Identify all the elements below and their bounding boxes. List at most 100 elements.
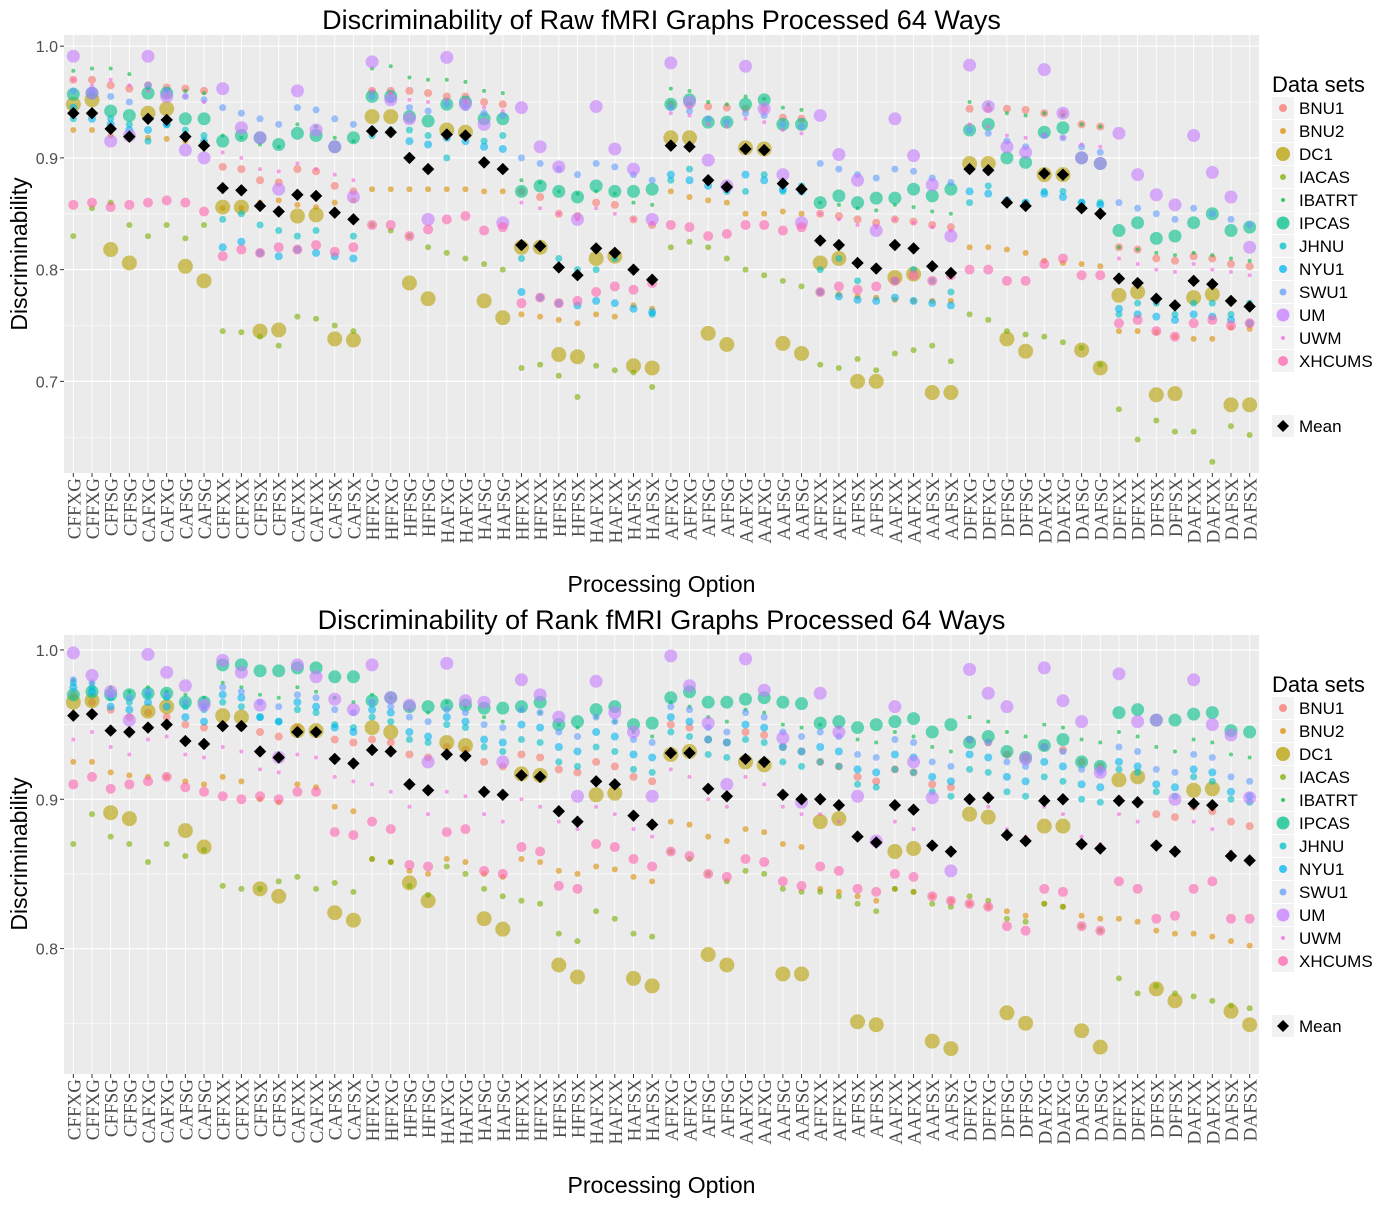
point-nyu1 xyxy=(984,189,993,198)
point-uwm xyxy=(71,77,76,82)
point-swu1 xyxy=(966,126,974,134)
mean-marker xyxy=(384,126,397,139)
point-xhcums xyxy=(348,830,359,841)
legend-swatch-mean xyxy=(1277,420,1289,432)
x-tick-label: DFFSX xyxy=(1147,1079,1168,1138)
point-uwm xyxy=(1116,256,1121,261)
x-tick-label: HFFSG xyxy=(400,1079,421,1138)
point-nyu1 xyxy=(480,735,489,744)
point-bnu2 xyxy=(1190,930,1197,937)
point-nyu1 xyxy=(853,765,862,774)
point-jhnu xyxy=(947,792,955,800)
point-jhnu xyxy=(760,739,768,747)
point-ibatrt xyxy=(1042,111,1047,116)
mean-marker xyxy=(1206,277,1219,291)
point-ipcas xyxy=(944,718,958,732)
point-ibatrt xyxy=(911,205,916,210)
point-ipcas xyxy=(421,114,435,128)
x-tick-label: DAFSX xyxy=(1222,1079,1243,1142)
point-um xyxy=(851,789,865,803)
point-iacas xyxy=(443,249,450,256)
point-ibatrt xyxy=(351,700,356,705)
point-nyu1 xyxy=(610,732,619,741)
point-bnu1 xyxy=(610,762,619,771)
x-tick-label: DFFXX xyxy=(1110,478,1131,541)
x-tick-label: HFFSX xyxy=(550,478,571,537)
point-dc1 xyxy=(420,291,436,307)
point-ipcas xyxy=(925,189,939,203)
point-xhcums xyxy=(927,275,938,286)
point-um xyxy=(160,665,174,679)
legend-swatch-um xyxy=(1276,308,1290,322)
point-swu1 xyxy=(872,753,880,761)
mean-marker xyxy=(814,793,827,806)
point-bnu2 xyxy=(798,210,805,217)
x-tick-label: CFFSX xyxy=(270,478,291,536)
x-tick-label: CFFXX xyxy=(214,1079,235,1141)
point-swu1 xyxy=(443,706,451,714)
point-swu1 xyxy=(1227,773,1235,781)
legend-swatch-dc1 xyxy=(1276,747,1290,761)
x-tick-label: DAFXG xyxy=(1035,478,1056,544)
y-tick-label: 0.9 xyxy=(36,792,58,809)
point-swu1 xyxy=(648,739,656,747)
point-ibatrt xyxy=(258,692,263,697)
point-ipcas xyxy=(664,691,678,705)
point-swu1 xyxy=(125,694,133,702)
point-iacas xyxy=(1246,1005,1253,1012)
point-bnu2 xyxy=(854,893,861,900)
point-iacas xyxy=(182,235,189,242)
point-uwm xyxy=(818,812,823,817)
point-jhnu xyxy=(293,232,301,240)
mean-marker xyxy=(1019,199,1032,213)
point-uwm xyxy=(482,812,487,817)
point-um xyxy=(1205,165,1219,179)
point-nyu1 xyxy=(741,170,750,179)
point-dc1 xyxy=(831,811,847,827)
point-dc1 xyxy=(551,957,567,973)
point-bnu2 xyxy=(761,829,768,836)
point-dc1 xyxy=(364,720,380,736)
point-uwm xyxy=(836,217,841,222)
x-tick-label: AAFXG xyxy=(737,1079,758,1145)
point-nyu1 xyxy=(797,747,806,756)
point-um xyxy=(104,685,118,699)
point-uwm xyxy=(1079,834,1084,839)
point-jhnu xyxy=(966,199,974,207)
point-bnu2 xyxy=(1227,938,1234,945)
point-iacas xyxy=(163,841,170,848)
point-ipcas xyxy=(1019,155,1033,169)
point-ibatrt xyxy=(444,77,449,82)
point-xhcums xyxy=(1057,253,1068,264)
point-xhcums xyxy=(1244,318,1255,329)
point-dc1 xyxy=(140,703,156,719)
point-xhcums xyxy=(161,195,172,206)
point-nyu1 xyxy=(760,723,769,732)
legend-swatch-bnu2 xyxy=(1280,128,1286,134)
point-um xyxy=(253,698,267,712)
mean-marker xyxy=(814,234,827,247)
point-nyu1 xyxy=(853,295,862,304)
point-iacas xyxy=(966,311,973,318)
point-jhnu xyxy=(517,736,525,744)
x-tick-label: AAFXX xyxy=(886,1079,907,1145)
legend-swatch-iacas xyxy=(1280,174,1286,180)
point-bnu2 xyxy=(1003,246,1010,253)
point-nyu1 xyxy=(312,702,321,711)
point-iacas xyxy=(331,322,338,329)
point-swu1 xyxy=(293,691,301,699)
point-iacas xyxy=(1227,423,1234,430)
point-bnu2 xyxy=(481,188,488,195)
mean-marker xyxy=(496,162,509,176)
mean-marker xyxy=(944,845,958,858)
point-nyu1 xyxy=(965,750,974,759)
point-nyu1 xyxy=(1170,315,1179,324)
point-swu1 xyxy=(1152,765,1160,773)
point-iacas xyxy=(1003,915,1010,922)
point-um xyxy=(981,686,995,700)
point-ibatrt xyxy=(1004,111,1009,116)
point-iacas xyxy=(1171,428,1178,435)
point-iacas xyxy=(425,244,432,251)
point-nyu1 xyxy=(890,293,899,302)
point-uwm xyxy=(426,812,431,817)
